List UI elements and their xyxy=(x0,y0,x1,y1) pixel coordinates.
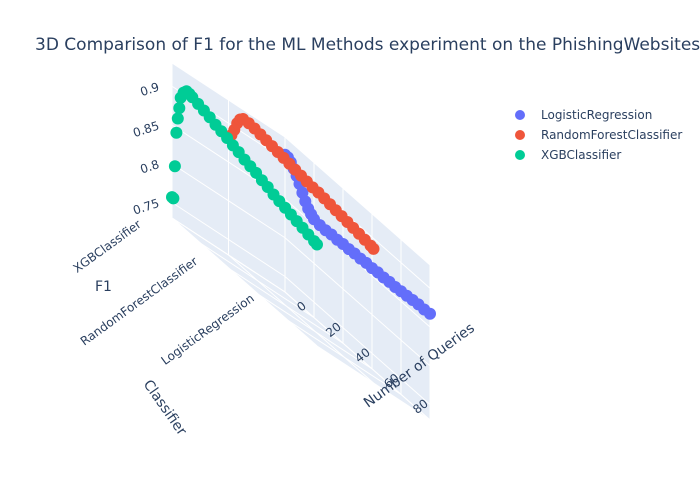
legend-marker xyxy=(515,150,525,160)
data-point xyxy=(173,102,186,115)
data-point xyxy=(424,307,436,320)
legend-label: RandomForestClassifier xyxy=(541,128,682,142)
legend-marker xyxy=(515,110,525,120)
legend: LogisticRegression RandomForestClassifier… xyxy=(515,108,682,162)
grid-line-z xyxy=(284,276,431,405)
data-point xyxy=(171,112,184,125)
grid-line-y xyxy=(228,254,374,384)
data-point xyxy=(168,160,181,173)
z-axis-title: F1 xyxy=(95,279,112,295)
data-point xyxy=(167,192,180,205)
series-layer xyxy=(166,85,436,320)
legend-label: LogisticRegression xyxy=(541,108,652,122)
legend-marker xyxy=(515,130,525,140)
series-RandomForestClassifier xyxy=(222,113,380,255)
series-XGBClassifier xyxy=(166,85,323,251)
data-point xyxy=(367,242,380,255)
z-tick-label: 0.9 xyxy=(138,80,160,99)
chart-title: 3D Comparison of F1 for the ML Methods e… xyxy=(35,35,700,55)
data-point xyxy=(311,238,323,251)
z-tick-label: 0.8 xyxy=(138,157,160,176)
grid-line-y xyxy=(284,291,431,421)
data-point xyxy=(170,126,183,139)
grid-line-z xyxy=(284,237,431,367)
legend-label: XGBClassifier xyxy=(541,148,621,162)
grid-line-y xyxy=(171,217,318,347)
